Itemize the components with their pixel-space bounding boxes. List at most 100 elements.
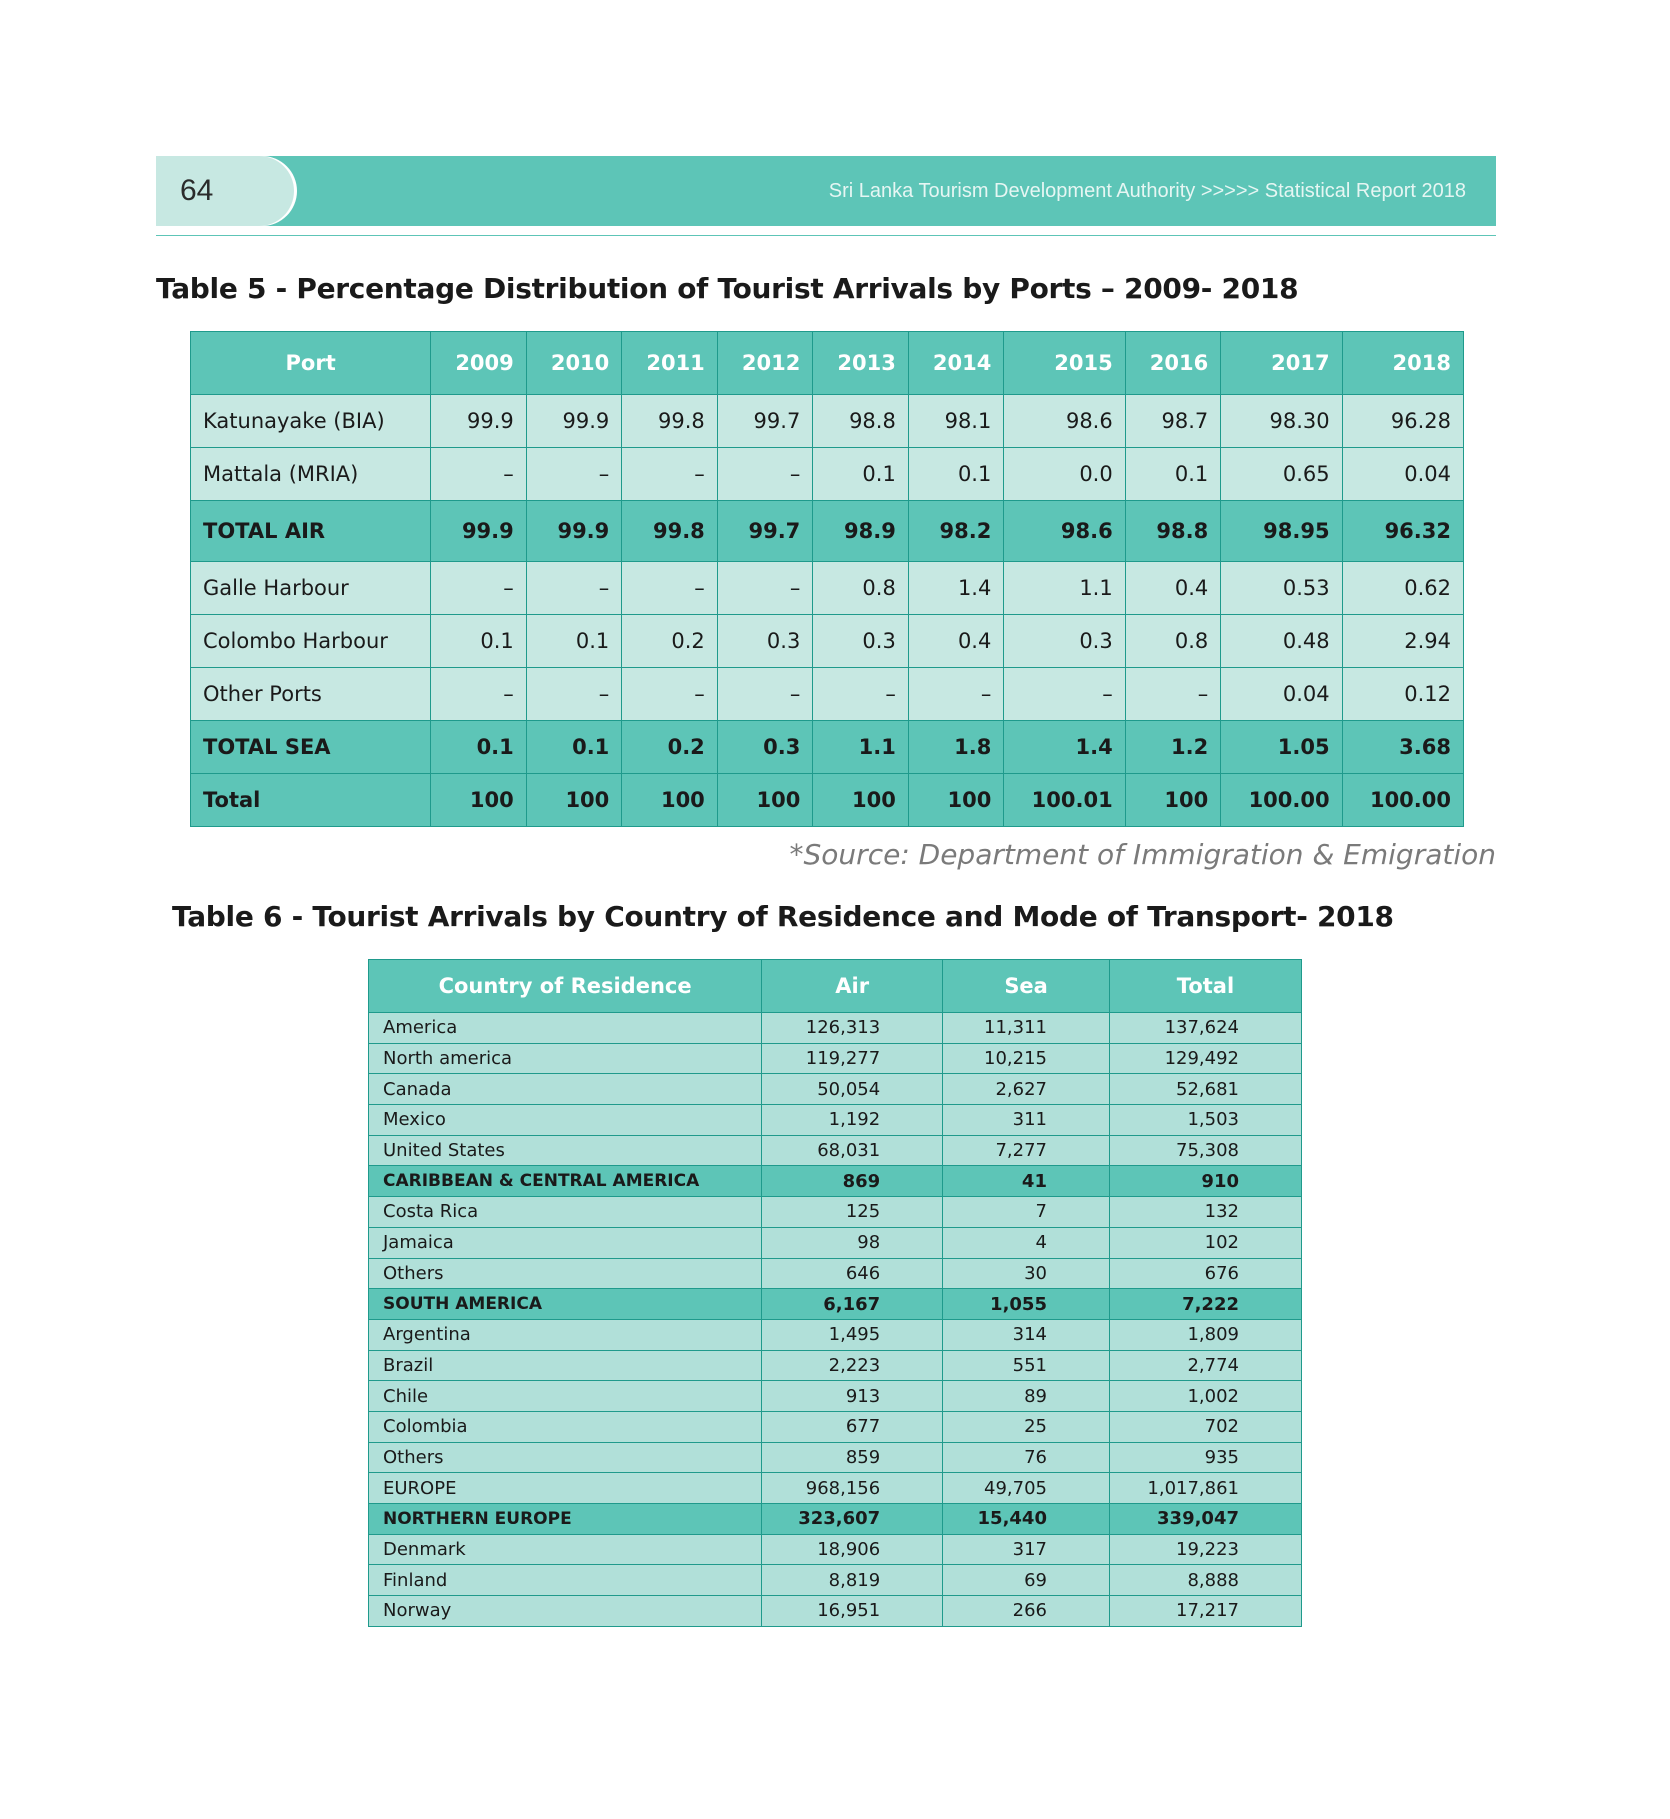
table5-title: Table 5 - Percentage Distribution of Tou…	[156, 272, 1299, 305]
table5-cell: 100.00	[1341, 773, 1465, 827]
table5-row-label: Katunayake (BIA)	[189, 394, 432, 448]
table5-row: Colombo Harbour 0.1 0.1 0.2 0.3 0.3 0.4 0.3 0.8 0…	[189, 614, 1465, 668]
table5-cell: 98.7	[1124, 394, 1222, 448]
table5-cell: 96.32	[1341, 500, 1465, 562]
table6-row: Others 646 30 676	[367, 1257, 1303, 1290]
table6-cell: 50,054	[761, 1073, 944, 1106]
table5-column-header: 2011	[621, 331, 718, 395]
table6-cell: 126,313	[761, 1012, 944, 1044]
table5-body: Katunayake (BIA) 99.9 99.9 99.8 99.7 98.8 98.1…	[189, 394, 1465, 827]
table6-row: Colombia 677 25 702	[367, 1410, 1303, 1443]
table6-row-label: SOUTH AMERICA	[367, 1288, 763, 1320]
table5-cell: 1.1	[1003, 561, 1126, 615]
table6-cell: 1,495	[761, 1318, 944, 1351]
table5-cell: 0.1	[430, 720, 527, 774]
table6-cell: 1,503	[1108, 1104, 1303, 1136]
table5-cell: 100.00	[1220, 773, 1343, 827]
table5-cell: 1.05	[1220, 720, 1343, 774]
table5-cell: 100	[430, 773, 527, 827]
table5-row-label: Mattala (MRIA)	[189, 447, 432, 501]
table5-cell: 0.4	[1124, 561, 1222, 615]
table6-row-label: Jamaica	[367, 1226, 763, 1259]
table5-cell: 0.48	[1220, 614, 1343, 668]
table6-row: Mexico 1,192 311 1,503	[367, 1104, 1303, 1136]
table6-column-header: Sea	[942, 959, 1110, 1013]
table6-cell: 314	[942, 1318, 1110, 1351]
table6-cell: 76	[942, 1441, 1110, 1474]
table5-cell: 98.2	[907, 500, 1005, 562]
table5-cell: 0.1	[525, 614, 623, 668]
table5-cell: –	[525, 561, 623, 615]
table6-cell: 702	[1108, 1410, 1303, 1443]
table5-cell: 98.9	[812, 500, 909, 562]
table6-cell: 859	[761, 1441, 944, 1474]
table5-cell: 98.1	[907, 394, 1005, 448]
table6-cell: 1,002	[1108, 1380, 1303, 1412]
table5-column-header: 2013	[812, 331, 909, 395]
table5-cell: 1.2	[1124, 720, 1222, 774]
table6-cell: 8,819	[761, 1564, 944, 1597]
table6-cell: 2,223	[761, 1349, 944, 1382]
table6-cell: 646	[761, 1257, 944, 1290]
table6-row-label: Mexico	[367, 1104, 763, 1136]
table6-row-label: Argentina	[367, 1318, 763, 1351]
table6-cell: 551	[942, 1349, 1110, 1382]
table6-cell: 129,492	[1108, 1042, 1303, 1075]
ports-distribution-table: Port 2009 2010 2011 2012 2013 2014 2015 2016 2017…	[189, 331, 1465, 827]
table6-row: Costa Rica 125 7 132	[367, 1196, 1303, 1228]
table6-row-label: CARIBBEAN & CENTRAL AMERICA	[367, 1165, 763, 1198]
table6-cell: 1,192	[761, 1104, 944, 1136]
table6-row: Finland 8,819 69 8,888	[367, 1564, 1303, 1597]
table6-cell: 30	[942, 1257, 1110, 1290]
table5-cell: 98.8	[812, 394, 909, 448]
table5-cell: 0.1	[812, 447, 909, 501]
table6-row-label: America	[367, 1012, 763, 1044]
header-bar: Sri Lanka Tourism Development Authority …	[156, 156, 1496, 226]
table6-cell: 119,277	[761, 1042, 944, 1075]
table6-cell: 266	[942, 1595, 1110, 1627]
table6-body: America 126,313 11,311 137,624 North america…	[367, 1012, 1303, 1627]
table6-cell: 869	[761, 1165, 944, 1198]
table6-row-label: Colombia	[367, 1410, 763, 1443]
table5-cell: 98.6	[1003, 500, 1126, 562]
table5-cell: 0.62	[1341, 561, 1465, 615]
table5-cell: –	[430, 561, 527, 615]
table6-cell: 676	[1108, 1257, 1303, 1290]
table6-cell: 7,222	[1108, 1288, 1303, 1320]
table6-cell: 1,055	[942, 1288, 1110, 1320]
table5-cell: –	[621, 561, 718, 615]
table6-cell: 6,167	[761, 1288, 944, 1320]
table5-cell: 0.2	[621, 614, 718, 668]
table5-cell: –	[716, 561, 814, 615]
table6-row-label: Costa Rica	[367, 1196, 763, 1228]
table5-cell: –	[812, 667, 909, 721]
table5-cell: 0.3	[812, 614, 909, 668]
table6-row: United States 68,031 7,277 75,308	[367, 1134, 1303, 1167]
table5-cell: –	[1124, 667, 1222, 721]
table6-cell: 7,277	[942, 1134, 1110, 1167]
table6-cell: 89	[942, 1380, 1110, 1412]
table5-cell: 0.12	[1341, 667, 1465, 721]
table5-cell: 99.9	[430, 500, 527, 562]
table5-row: Mattala (MRIA) – – – –0.1 0.1 0.0 0.1 0.65 0.04	[189, 447, 1465, 501]
table6-row-label: Norway	[367, 1595, 763, 1627]
table6-row: Chile 913 89 1,002	[367, 1380, 1303, 1412]
table5-column-header: 2016	[1124, 331, 1222, 395]
table6-cell: 125	[761, 1196, 944, 1228]
table5-cell: 2.94	[1341, 614, 1465, 668]
table6-cell: 25	[942, 1410, 1110, 1443]
table6-row-label: Canada	[367, 1073, 763, 1106]
table6-row: North america 119,277 10,215 129,492	[367, 1042, 1303, 1075]
header-divider	[156, 235, 1496, 236]
table6-row: Others 859 76 935	[367, 1441, 1303, 1474]
table6-total-row: NORTHERN EUROPE 323,607 15,440 339,047	[367, 1503, 1303, 1535]
table6-cell: 49,705	[942, 1472, 1110, 1504]
table5-cell: 99.8	[621, 500, 718, 562]
table5-cell: 1.1	[812, 720, 909, 774]
table5-cell: 3.68	[1341, 720, 1465, 774]
table5-cell: 0.1	[1124, 447, 1222, 501]
table5-total-row: TOTAL SEA 0.1 0.1 0.2 0.3 1.1 1.8 1.4 1.2 1.05 3.6…	[189, 720, 1465, 774]
table5-row: Katunayake (BIA) 99.9 99.9 99.8 99.7 98.8 98.1…	[189, 394, 1465, 448]
table6-cell: 8,888	[1108, 1564, 1303, 1597]
table5-total-row: TOTAL AIR 99.9 99.9 99.8 99.7 98.9 98.2 98.6 98.…	[189, 500, 1465, 562]
